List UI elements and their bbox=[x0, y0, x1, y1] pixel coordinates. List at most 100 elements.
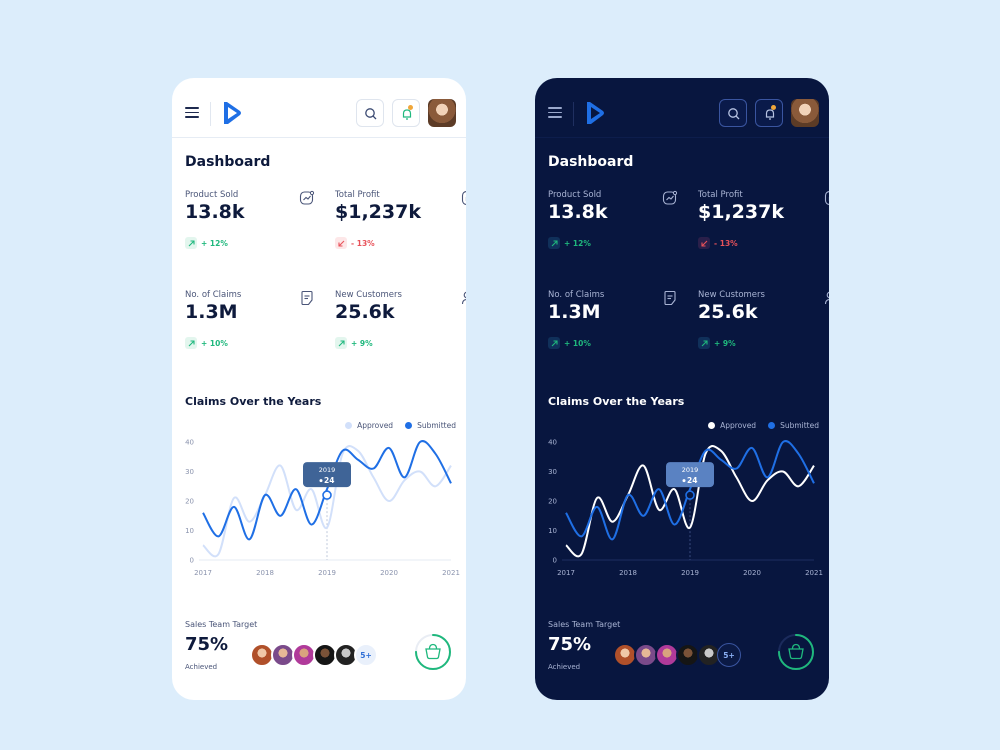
legend-dot-approved bbox=[708, 422, 716, 429]
y-tick-label: 20 bbox=[548, 498, 557, 506]
target-progress-ring bbox=[778, 634, 814, 670]
trend-value: + 9% bbox=[714, 338, 736, 348]
trend-value: + 12% bbox=[564, 238, 591, 248]
arrow-down-left-icon bbox=[698, 237, 710, 249]
stat-card-claims[interactable]: No. of Claims 1.3M + 10% bbox=[548, 290, 678, 370]
y-tick-label: 10 bbox=[185, 527, 194, 535]
bell-icon bbox=[402, 109, 412, 120]
stat-label: Product Sold bbox=[185, 190, 239, 200]
more-members-badge[interactable]: 5+ bbox=[354, 643, 378, 667]
trend-value: - 13% bbox=[351, 238, 375, 248]
legend-approved[interactable]: Approved bbox=[345, 421, 393, 430]
stat-value: 1.3M bbox=[548, 301, 601, 323]
trend-chart-icon bbox=[299, 190, 315, 205]
stat-card-total-profit[interactable]: Total Profit $1,237k - 13% bbox=[698, 190, 829, 270]
chart-tooltip bbox=[666, 462, 714, 488]
stat-label: Product Sold bbox=[548, 190, 602, 200]
stat-trend: + 12% bbox=[185, 237, 228, 249]
stat-label: No. of Claims bbox=[548, 290, 605, 300]
stat-card-product-sold[interactable]: Product Sold 13.8k + 12% bbox=[548, 190, 678, 270]
search-icon bbox=[365, 108, 377, 120]
basket-icon bbox=[425, 643, 441, 660]
stat-value: $1,237k bbox=[335, 201, 421, 223]
stat-value: 25.6k bbox=[698, 301, 758, 323]
legend-dot-submitted bbox=[768, 422, 776, 429]
sales-target-value: 75% bbox=[185, 634, 229, 655]
legend-dot-submitted bbox=[405, 422, 413, 429]
tooltip-year: 2019 bbox=[319, 466, 336, 474]
more-members-badge[interactable]: 5+ bbox=[717, 643, 741, 667]
notification-button[interactable] bbox=[755, 99, 783, 127]
stat-label: New Customers bbox=[698, 290, 765, 300]
progress-arc bbox=[778, 634, 814, 670]
bar-chart-icon bbox=[824, 190, 829, 206]
tooltip-dot bbox=[682, 479, 686, 483]
arrow-up-right-icon bbox=[548, 237, 560, 249]
y-tick-label: 30 bbox=[185, 468, 194, 476]
arrow-up-right-icon bbox=[548, 337, 560, 349]
legend-submitted[interactable]: Submitted bbox=[768, 421, 819, 430]
x-tick-label: 2017 bbox=[557, 569, 575, 577]
stat-card-total-profit[interactable]: Total Profit $1,237k - 13% bbox=[335, 190, 466, 270]
d-logo-icon[interactable] bbox=[220, 99, 244, 127]
trend-chart-icon bbox=[662, 190, 678, 205]
stat-card-new-customers[interactable]: New Customers 25.6k + 9% bbox=[698, 290, 829, 370]
trend-value: - 13% bbox=[714, 238, 738, 248]
sales-target-sub: Achieved bbox=[548, 663, 581, 671]
trend-value: + 12% bbox=[201, 238, 228, 248]
progress-arc bbox=[415, 634, 451, 670]
notification-button[interactable] bbox=[392, 99, 420, 127]
profile-avatar[interactable] bbox=[791, 99, 819, 127]
arrow-down-left-icon bbox=[335, 237, 347, 249]
profile-avatar[interactable] bbox=[428, 99, 456, 127]
tooltip-value: 24 bbox=[324, 476, 334, 485]
app-header bbox=[172, 78, 466, 138]
y-tick-label: 30 bbox=[548, 468, 557, 476]
legend-approved[interactable]: Approved bbox=[708, 421, 756, 430]
x-tick-label: 2021 bbox=[442, 569, 460, 577]
tooltip-value: 24 bbox=[687, 476, 697, 485]
bell-icon bbox=[765, 109, 775, 120]
d-logo-icon[interactable] bbox=[583, 99, 607, 127]
y-tick-label: 40 bbox=[548, 439, 557, 447]
stat-trend: + 12% bbox=[548, 237, 591, 249]
stat-card-new-customers[interactable]: New Customers 25.6k + 9% bbox=[335, 290, 466, 370]
avatar[interactable] bbox=[292, 643, 316, 667]
stat-card-product-sold[interactable]: Product Sold 13.8k + 12% bbox=[185, 190, 315, 270]
highlight-point bbox=[685, 490, 695, 500]
arrow-up-right-icon bbox=[698, 337, 710, 349]
app-header bbox=[535, 78, 829, 138]
sales-target-label: Sales Team Target bbox=[185, 620, 258, 629]
chart-title: Claims Over the Years bbox=[185, 395, 322, 408]
stat-value: 13.8k bbox=[548, 201, 608, 223]
stat-label: No. of Claims bbox=[185, 290, 242, 300]
chart-legend: Approved Submitted bbox=[345, 421, 456, 430]
notification-dot bbox=[408, 105, 413, 110]
y-tick-label: 0 bbox=[553, 557, 557, 565]
legend-dot-approved bbox=[345, 422, 353, 429]
claims-line-chart[interactable]: 0 10 20 30 40 2017 2018 2019 2020 2021 2019 24 bbox=[172, 434, 466, 584]
x-tick-label: 2020 bbox=[743, 569, 761, 577]
x-tick-label: 2019 bbox=[681, 569, 699, 577]
header-divider bbox=[210, 102, 211, 126]
arrow-up-right-icon bbox=[185, 237, 197, 249]
document-icon bbox=[301, 290, 313, 306]
stat-card-claims[interactable]: No. of Claims 1.3M + 10% bbox=[185, 290, 315, 370]
y-tick-label: 20 bbox=[185, 498, 194, 506]
light-theme-screen: Dashboard Product Sold 13.8k + 12% Total… bbox=[172, 78, 466, 700]
series-line-submitted bbox=[202, 440, 452, 541]
stat-label: Total Profit bbox=[335, 190, 380, 200]
search-button[interactable] bbox=[719, 99, 747, 127]
hamburger-icon[interactable] bbox=[185, 107, 199, 119]
hamburger-icon[interactable] bbox=[548, 107, 562, 119]
trend-value: + 9% bbox=[351, 338, 373, 348]
legend-submitted[interactable]: Submitted bbox=[405, 421, 456, 430]
target-progress-ring bbox=[415, 634, 451, 670]
users-icon bbox=[824, 291, 829, 305]
series-line-submitted bbox=[565, 440, 815, 541]
stat-value: 25.6k bbox=[335, 301, 395, 323]
avatar[interactable] bbox=[613, 643, 637, 667]
stat-trend: - 13% bbox=[335, 237, 375, 249]
search-button[interactable] bbox=[356, 99, 384, 127]
claims-line-chart[interactable]: 0 10 20 30 40 2017 2018 2019 2020 2021 2019 24 bbox=[535, 434, 829, 584]
